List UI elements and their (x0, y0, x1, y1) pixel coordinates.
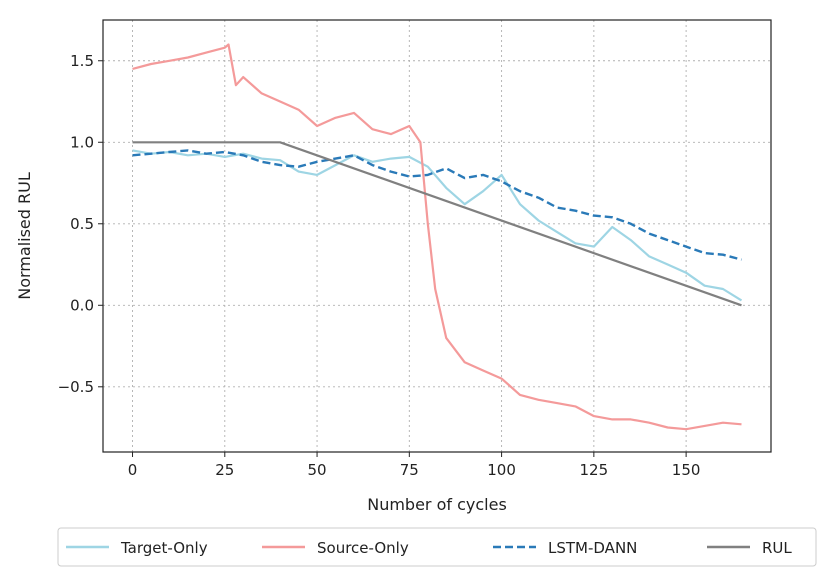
series-line-target-only (132, 149, 743, 302)
y-tick-label: −0.5 (58, 378, 94, 396)
axis-ticks: 0 25 50 75 100 125 150 −0.5 0.0 0.5 1.0 1.5 (58, 52, 701, 479)
y-axis-label: Normalised RUL (15, 172, 34, 300)
y-tick-label: 1.0 (70, 133, 94, 151)
series-line-source-only (132, 43, 742, 431)
x-tick-label: 25 (215, 461, 234, 479)
y-tick-label: 0.5 (70, 215, 94, 233)
x-tick-label: 100 (487, 461, 516, 479)
legend-label: Target-Only (120, 539, 208, 557)
legend-box (57, 527, 817, 567)
x-tick-label: 50 (308, 461, 327, 479)
legend-label: Source-Only (317, 539, 409, 557)
legend-label: RUL (762, 539, 792, 557)
series-line-rul (132, 141, 742, 307)
y-tick-label: 0.0 (70, 296, 94, 314)
x-tick-label: 0 (128, 461, 138, 479)
series-line-lstm-dann (132, 149, 742, 261)
x-axis-label: Number of cycles (367, 495, 507, 514)
series-lines (132, 43, 743, 431)
x-tick-label: 125 (580, 461, 609, 479)
legend: Target-Only Source-Only LSTM-DANN RUL (66, 539, 792, 557)
x-tick-label: 75 (400, 461, 419, 479)
x-tick-label: 150 (672, 461, 701, 479)
y-tick-label: 1.5 (70, 52, 94, 70)
grid-lines (103, 20, 771, 452)
plot-frame (102, 19, 772, 453)
legend-label: LSTM-DANN (548, 539, 637, 557)
